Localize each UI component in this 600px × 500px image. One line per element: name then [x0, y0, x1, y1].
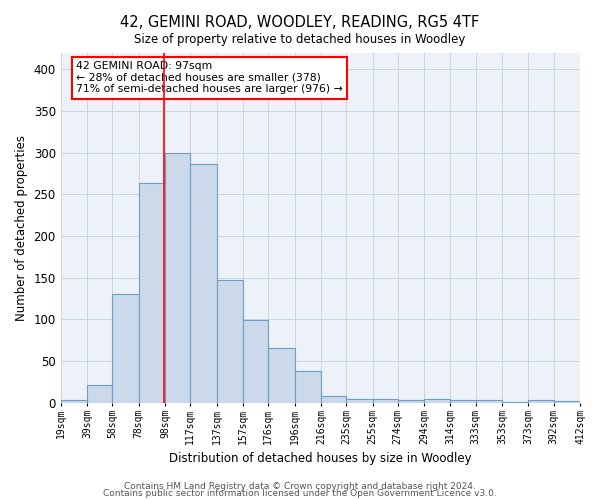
Bar: [139, 182, 165, 403]
Text: Contains public sector information licensed under the Open Government Licence v3: Contains public sector information licen…: [103, 490, 497, 498]
Bar: [295, 371, 321, 403]
X-axis label: Distribution of detached houses by size in Woodley: Distribution of detached houses by size …: [169, 452, 472, 465]
Bar: [243, 320, 268, 403]
Bar: [451, 400, 476, 403]
Bar: [112, 294, 139, 403]
Bar: [190, 164, 217, 403]
Text: 42 GEMINI ROAD: 97sqm
← 28% of detached houses are smaller (378)
71% of semi-det: 42 GEMINI ROAD: 97sqm ← 28% of detached …: [76, 62, 343, 94]
Bar: [373, 398, 398, 403]
Bar: [165, 154, 190, 403]
Bar: [476, 400, 502, 403]
Bar: [554, 401, 580, 403]
Bar: [268, 348, 295, 403]
Bar: [424, 398, 451, 403]
Bar: [61, 400, 87, 403]
Y-axis label: Number of detached properties: Number of detached properties: [15, 134, 28, 320]
Bar: [346, 398, 373, 403]
Bar: [398, 400, 424, 403]
Bar: [87, 384, 112, 403]
Text: Contains HM Land Registry data © Crown copyright and database right 2024.: Contains HM Land Registry data © Crown c…: [124, 482, 476, 491]
Bar: [217, 280, 243, 403]
Text: 42, GEMINI ROAD, WOODLEY, READING, RG5 4TF: 42, GEMINI ROAD, WOODLEY, READING, RG5 4…: [121, 15, 479, 30]
Bar: [502, 402, 529, 403]
Bar: [321, 396, 346, 403]
Bar: [529, 400, 554, 403]
Text: Size of property relative to detached houses in Woodley: Size of property relative to detached ho…: [134, 32, 466, 46]
